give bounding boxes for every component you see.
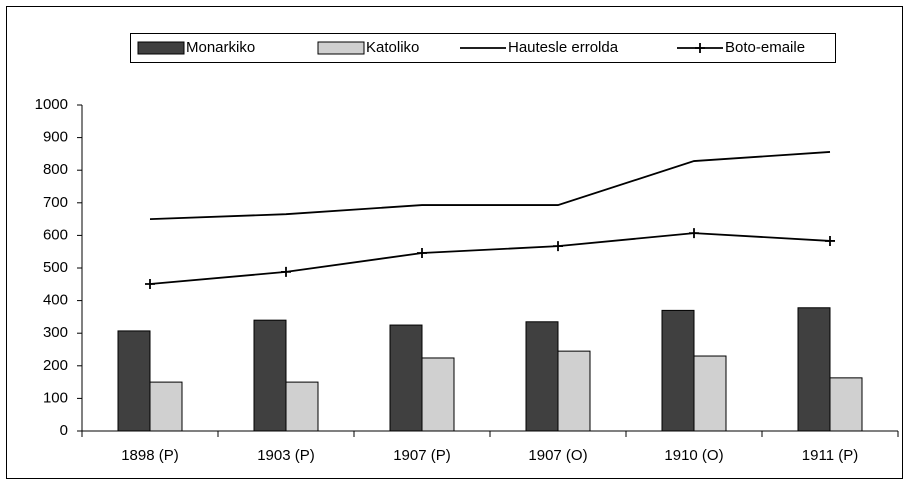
bar — [661, 309, 695, 432]
legend-swatch — [317, 41, 365, 55]
y-tick-label: 700 — [43, 194, 68, 211]
marker — [145, 278, 155, 289]
x-tick-label: 1903 (P) — [257, 447, 315, 464]
bar — [389, 324, 423, 432]
legend-marker — [695, 43, 705, 53]
legend-swatch — [137, 41, 185, 55]
legend-label: Katoliko — [366, 39, 419, 56]
marker — [553, 241, 563, 252]
marker — [825, 235, 835, 246]
y-tick-label: 400 — [43, 292, 68, 309]
legend-label: Boto-emaile — [725, 39, 805, 56]
legend-label: Hautesle errolda — [508, 39, 619, 56]
bar — [117, 330, 151, 432]
y-tick-label: 0 — [60, 422, 68, 439]
bar — [557, 350, 591, 432]
bar — [285, 381, 319, 432]
bar — [829, 377, 863, 432]
marker — [417, 248, 427, 259]
bar — [421, 357, 455, 432]
bar — [797, 307, 831, 432]
y-tick-label: 100 — [43, 389, 68, 406]
marker — [689, 228, 699, 239]
y-tick-label: 1000 — [35, 96, 68, 113]
bar — [149, 381, 183, 432]
bar — [525, 321, 559, 432]
y-tick-label: 300 — [43, 324, 68, 341]
y-tick-label: 500 — [43, 259, 68, 276]
legend-label: Monarkiko — [186, 39, 255, 56]
y-tick-label: 200 — [43, 357, 68, 374]
marker — [281, 266, 291, 277]
x-tick-label: 1898 (P) — [121, 447, 179, 464]
y-tick-label: 800 — [43, 161, 68, 178]
bar — [253, 319, 287, 432]
x-tick-label: 1911 (P) — [802, 447, 858, 464]
x-tick-label: 1907 (P) — [393, 447, 451, 464]
line — [149, 151, 831, 220]
y-tick-label: 600 — [43, 226, 68, 243]
x-tick-label: 1910 (O) — [664, 447, 723, 464]
line — [149, 232, 831, 285]
y-tick-label: 900 — [43, 129, 68, 146]
bar — [693, 355, 727, 432]
x-tick-label: 1907 (O) — [528, 447, 587, 464]
